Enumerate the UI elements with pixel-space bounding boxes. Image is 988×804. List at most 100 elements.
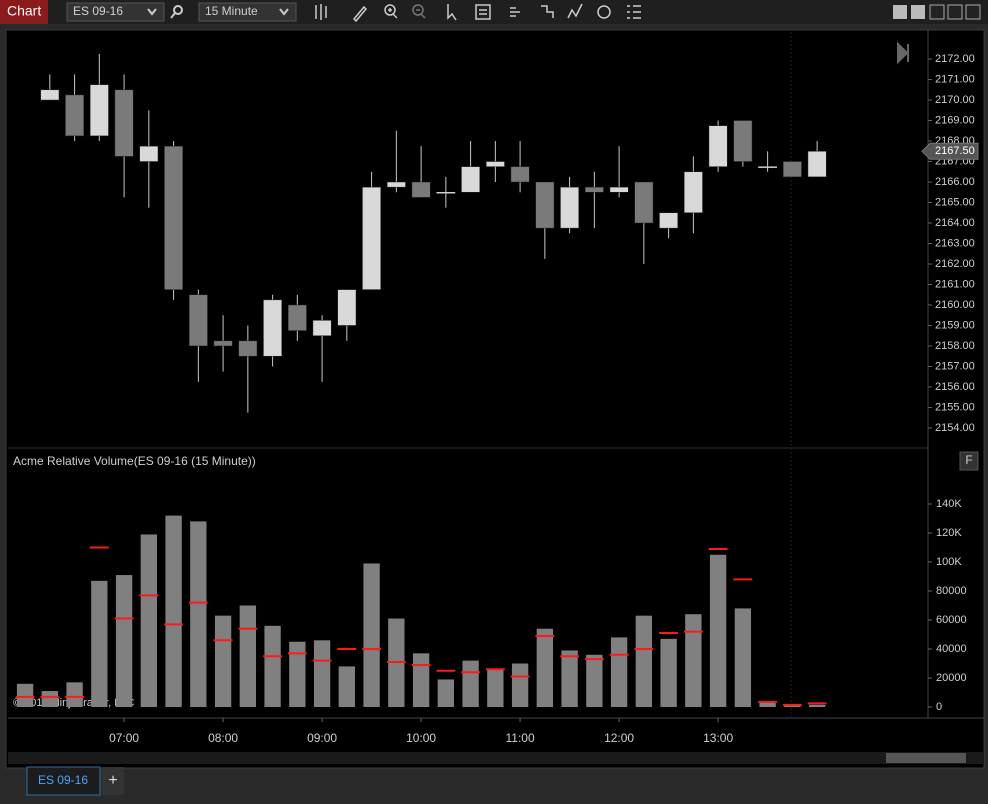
volume-bar	[412, 653, 430, 708]
add-tab-label: +	[108, 772, 117, 789]
x-tick-label: 10:00	[406, 731, 436, 745]
candle-body	[535, 181, 555, 229]
y-tick-label: 100K	[936, 556, 962, 568]
indicator-title: Acme Relative Volume(ES 09-16 (15 Minute…	[13, 454, 256, 468]
tab[interactable]	[26, 766, 101, 796]
candle-body	[238, 340, 258, 357]
volume-bar	[91, 580, 108, 708]
volume-bar	[239, 605, 257, 708]
y-tick-label: 140K	[936, 498, 962, 510]
volume-bar	[536, 628, 554, 708]
interval-text: 15 Minute	[205, 4, 258, 18]
scrollbar[interactable]	[8, 752, 984, 764]
candle-body	[708, 125, 728, 167]
candle-body	[584, 186, 604, 193]
window-buttons[interactable]	[893, 4, 981, 20]
candle-body	[485, 161, 505, 167]
volume-bar	[635, 615, 653, 708]
volume-bar	[41, 691, 58, 708]
y-tick-label: 2166.00	[935, 176, 975, 188]
candle-body	[436, 192, 456, 194]
y-tick-label: 0	[936, 701, 942, 713]
candle-body	[188, 294, 208, 347]
candle-body	[461, 166, 481, 193]
volume-bar	[115, 575, 133, 708]
candle-body	[263, 299, 282, 357]
y-tick-label: 60000	[936, 614, 967, 626]
candle-body	[758, 166, 778, 168]
instrument-select[interactable]	[66, 2, 165, 22]
candle-body	[386, 181, 406, 188]
y-tick-label: 2159.00	[935, 319, 975, 331]
candle-body	[634, 181, 654, 224]
volume-bar	[437, 679, 455, 708]
volume-bar	[214, 615, 232, 708]
y-tick-label: 120K	[936, 527, 962, 539]
volume-bar	[709, 554, 727, 708]
instrument-text: ES 09-16	[73, 4, 123, 18]
y-tick-label: 2162.00	[935, 258, 975, 270]
y-tick-label: 2163.00	[935, 237, 975, 249]
volume-bar	[610, 637, 628, 708]
x-tick-label: 09:00	[307, 731, 337, 745]
candle-body	[683, 171, 703, 214]
candle-body	[782, 161, 802, 178]
toolbar-icons[interactable]	[315, 3, 641, 23]
dropdown-arrow	[147, 8, 157, 16]
y-tick-label: 2154.00	[935, 422, 975, 434]
chart-tab[interactable]	[0, 0, 48, 24]
candle-body	[164, 145, 183, 290]
panel-button[interactable]	[959, 451, 979, 471]
candle-body	[89, 84, 109, 137]
x-tick-label: 07:00	[109, 731, 139, 745]
interval-select[interactable]	[198, 2, 297, 22]
panel-button-text: F	[965, 453, 972, 467]
candle-body	[287, 304, 307, 331]
candle-body	[40, 89, 60, 101]
y-tick-label: 2161.00	[935, 278, 975, 290]
y-tick-label: 2171.00	[935, 73, 975, 85]
candle-body	[139, 145, 159, 162]
toolbar-title: Chart	[7, 3, 41, 19]
candle-body	[337, 289, 357, 326]
candle-body	[609, 186, 629, 193]
tab-label: ES 09-16	[38, 773, 88, 787]
volume-bar	[190, 521, 207, 708]
x-tick-label: 08:00	[208, 731, 238, 745]
candle-body	[807, 151, 827, 178]
volume-bar	[487, 669, 504, 708]
y-tick-label: 2156.00	[935, 381, 975, 393]
candle-body	[213, 340, 233, 347]
toolbar	[0, 0, 988, 24]
candle-body	[312, 320, 332, 336]
volume-bar	[734, 608, 752, 708]
add-tab[interactable]	[102, 767, 124, 795]
volume-bar	[561, 650, 578, 708]
y-tick-label: 2165.00	[935, 196, 975, 208]
y-tick-label: 2170.00	[935, 94, 975, 106]
y-tick-label: 2160.00	[935, 299, 975, 311]
candle-body	[411, 181, 431, 198]
y-tick-label: 2172.00	[935, 53, 975, 65]
candle-body	[659, 212, 679, 229]
volume-bar	[338, 666, 356, 708]
volume-bar	[808, 704, 826, 708]
candle-body	[362, 186, 382, 290]
y-tick-label: 20000	[936, 672, 967, 684]
volume-bar	[264, 625, 281, 708]
volume-bar	[511, 663, 529, 708]
dropdown-arrow	[279, 8, 289, 16]
volume-bar	[140, 534, 158, 708]
x-tick-label: 13:00	[703, 731, 733, 745]
volume-bar	[685, 614, 702, 708]
scroll-to-end[interactable]	[897, 41, 909, 65]
search-icon[interactable]	[173, 5, 183, 15]
volume-bar	[66, 682, 83, 708]
volume-bar	[586, 654, 603, 708]
candle-body	[65, 94, 84, 137]
candle-body	[560, 186, 580, 229]
scrollbar-thumb[interactable]	[886, 753, 966, 763]
volume-bar	[759, 702, 776, 708]
candle-body	[510, 166, 530, 183]
